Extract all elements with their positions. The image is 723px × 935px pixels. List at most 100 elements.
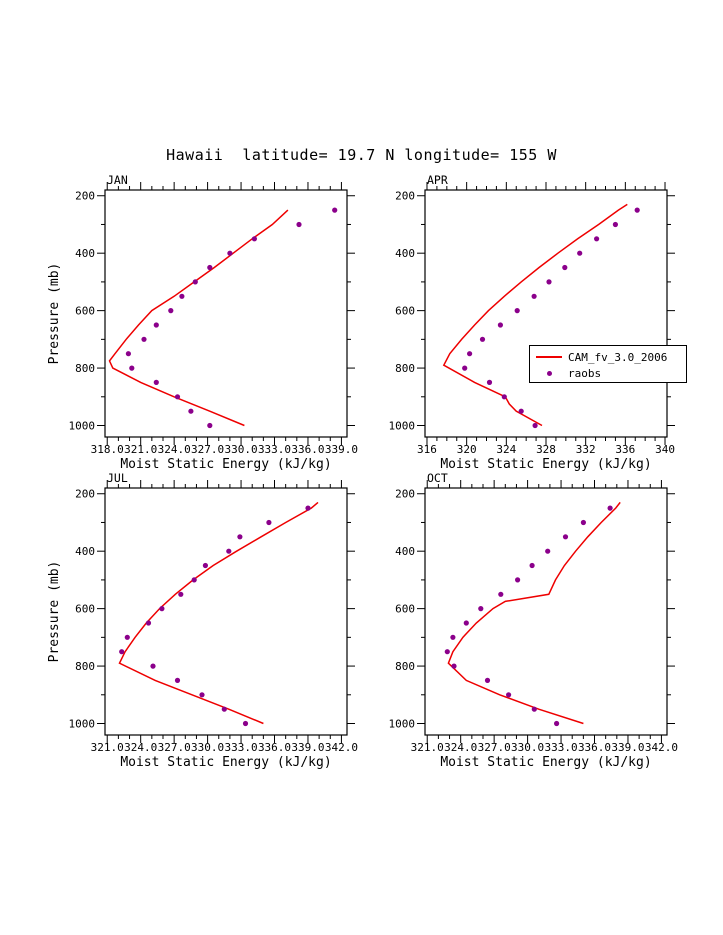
obs-dot: [451, 663, 457, 669]
y-axis-title: Pressure (mb): [47, 263, 62, 365]
obs-dot: [178, 591, 184, 597]
obs-dots: [119, 505, 311, 727]
y-tick-label: 600: [75, 603, 95, 616]
y-tick-label: 800: [395, 660, 415, 673]
obs-dot: [484, 677, 491, 684]
panel-month-label: OCT: [427, 471, 448, 485]
obs-dot: [207, 422, 213, 429]
x-axis-title: Moist Static Energy (kJ/kg): [120, 755, 331, 770]
x-tick-label: 328: [536, 443, 556, 456]
x-tick-label: 327.0: [191, 443, 224, 456]
panel-month-label: APR: [427, 173, 448, 187]
x-tick-label: 336.0: [258, 741, 291, 754]
obs-dots: [462, 207, 640, 429]
legend-row-obs: raobs: [534, 365, 682, 381]
model-line: [118, 501, 319, 725]
obs-dot: [207, 264, 213, 271]
x-tick-label: 336.0: [291, 443, 324, 456]
obs-dot: [497, 322, 503, 328]
obs-dot: [168, 308, 174, 314]
obs-dot: [634, 207, 640, 213]
panel-month-label: JUL: [107, 471, 128, 485]
obs-dot: [515, 577, 521, 583]
obs-dot: [594, 236, 600, 242]
legend: CAM_fv_3.0_2006 raobs: [529, 345, 687, 383]
obs-dot: [242, 720, 249, 727]
obs-dot: [199, 692, 205, 698]
x-tick-label: 321.0: [124, 443, 157, 456]
panel-jan: 318.0 321.0 324.0 327.0 330.0 333.0 336.0 339.0…: [47, 173, 358, 472]
y-tick-label: 200: [395, 190, 415, 203]
x-tick-label: 330.0: [511, 741, 544, 754]
obs-dot: [498, 591, 504, 597]
plot-frame: [424, 189, 668, 438]
obs-dot: [119, 649, 125, 655]
obs-dot: [159, 606, 165, 612]
x-tick-label: 339.0: [611, 741, 644, 754]
obs-dot: [450, 634, 456, 640]
obs-dot: [305, 505, 311, 511]
y-tick-label: 800: [75, 362, 95, 375]
x-tick-label: 330.0: [224, 443, 257, 456]
y-tick-label: 600: [75, 305, 95, 318]
y-tick-label: 600: [395, 603, 415, 616]
x-axis-title: Moist Static Energy (kJ/kg): [440, 457, 651, 472]
y-tick-label: 400: [75, 545, 95, 558]
obs-dot: [145, 620, 152, 626]
x-tick-label: 333.0: [224, 741, 257, 754]
x-tick-label: 342.0: [325, 741, 358, 754]
obs-dot: [486, 379, 493, 385]
obs-dot: [191, 577, 197, 583]
obs-dot: [612, 221, 619, 228]
obs-dot: [546, 279, 552, 285]
x-tick-label: 333.0: [258, 443, 291, 456]
obs-dot: [227, 250, 233, 256]
y-tick-label: 200: [75, 190, 95, 203]
panel-apr: 316 320 324 328 332 336 340 200 400 600 800 1000 APR…: [389, 173, 675, 472]
legend-row-model: CAM_fv_3.0_2006: [534, 349, 682, 365]
panel-oct: 321.0 324.0 327.0 330.0 333.0 336.0 339.0 342.0…: [389, 471, 678, 770]
obs-dot: [296, 221, 302, 228]
obs-dot: [141, 336, 147, 342]
obs-dot: [545, 548, 551, 554]
obs-dot: [479, 336, 486, 342]
x-tick-label: 324.0: [444, 741, 477, 754]
x-tick-label: 327.0: [158, 741, 191, 754]
y-tick-label: 400: [395, 545, 415, 558]
model-line: [108, 209, 289, 427]
x-axis-title: Moist Static Energy (kJ/kg): [120, 457, 331, 472]
x-tick-label: 339.0: [291, 741, 324, 754]
y-tick-label: 400: [75, 247, 95, 260]
obs-dot: [531, 706, 537, 712]
obs-dot: [174, 677, 181, 684]
x-tick-label: 336: [615, 443, 635, 456]
panel-month-label: JAN: [107, 173, 128, 187]
obs-dot: [124, 634, 130, 640]
obs-dot: [467, 351, 473, 357]
obs-dot: [188, 408, 194, 414]
obs-dot: [554, 720, 560, 727]
plot-frame: [104, 487, 348, 736]
y-tick-label: 200: [75, 488, 95, 501]
model-line-sample: [534, 356, 564, 358]
obs-dots: [444, 505, 613, 727]
x-tick-label: 324.0: [158, 443, 191, 456]
y-tick-label: 1000: [69, 420, 96, 433]
obs-dot: [577, 250, 583, 256]
obs-dot: [506, 692, 512, 698]
obs-dot: [129, 365, 135, 371]
x-tick-label: 316: [417, 443, 437, 456]
obs-dot: [251, 236, 257, 242]
obs-dot: [125, 351, 131, 357]
x-axis-title: Moist Static Energy (kJ/kg): [440, 755, 651, 770]
obs-dot: [153, 322, 159, 328]
obs-dot: [607, 505, 613, 511]
obs-dot: [221, 706, 227, 712]
obs-dot: [150, 663, 156, 669]
x-tick-label: 320: [457, 443, 477, 456]
x-tick-label: 318.0: [91, 443, 124, 456]
x-tick-label: 321.0: [91, 741, 124, 754]
legend-label-model: CAM_fv_3.0_2006: [568, 350, 668, 364]
